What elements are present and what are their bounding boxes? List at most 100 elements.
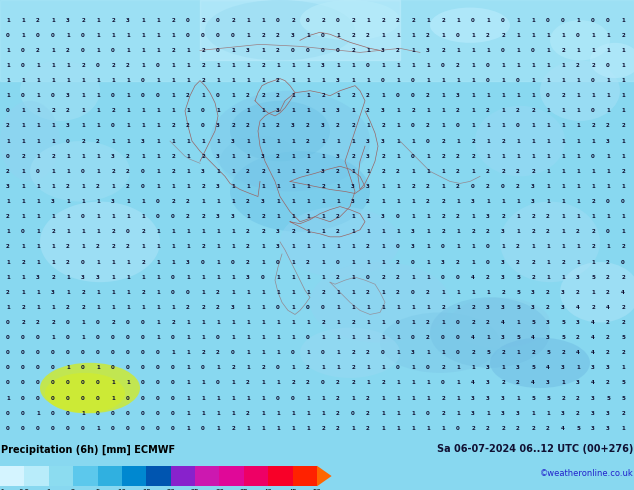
Text: 2: 2 (501, 33, 505, 38)
Text: 3: 3 (291, 123, 295, 128)
Text: 2: 2 (471, 320, 475, 325)
Text: 3: 3 (561, 305, 565, 310)
Text: 2: 2 (561, 93, 565, 98)
Text: 1: 1 (486, 335, 490, 340)
Text: 0: 0 (6, 380, 10, 386)
Text: 1: 1 (156, 290, 160, 295)
Text: 1: 1 (231, 48, 235, 53)
Text: 1: 1 (426, 245, 430, 249)
Text: 2: 2 (621, 305, 625, 310)
Text: 1: 1 (516, 63, 520, 68)
Text: 1: 1 (366, 229, 370, 234)
Text: 1: 1 (411, 366, 415, 370)
Text: 2: 2 (111, 245, 115, 249)
Text: 1: 1 (96, 366, 100, 370)
Text: 1: 1 (186, 380, 190, 386)
Text: 3: 3 (336, 78, 340, 83)
Bar (0, 466, 24, 486)
Text: 1: 1 (561, 184, 565, 189)
Text: 1: 1 (561, 229, 565, 234)
Text: 1: 1 (321, 366, 325, 370)
Text: 0: 0 (396, 214, 400, 219)
Text: 1: 1 (426, 260, 430, 265)
Text: 2: 2 (381, 123, 385, 128)
Text: 2: 2 (366, 108, 370, 113)
Text: 1: 1 (186, 108, 190, 113)
Text: 1: 1 (366, 123, 370, 128)
Ellipse shape (500, 201, 600, 282)
Text: 3: 3 (486, 214, 490, 219)
Text: 0: 0 (186, 290, 190, 295)
Text: 1: 1 (201, 411, 205, 416)
Text: 1: 1 (456, 305, 460, 310)
Text: 0: 0 (51, 366, 55, 370)
Text: 0: 0 (126, 411, 130, 416)
Text: 1: 1 (111, 380, 115, 386)
Text: 1: 1 (201, 229, 205, 234)
Text: 2: 2 (231, 366, 235, 370)
Text: 1: 1 (591, 48, 595, 53)
Text: 0: 0 (36, 169, 40, 174)
Text: 1: 1 (171, 350, 175, 355)
Text: 1: 1 (456, 199, 460, 204)
Text: 3: 3 (561, 411, 565, 416)
Text: 0: 0 (411, 260, 415, 265)
Text: 2: 2 (366, 290, 370, 295)
Ellipse shape (310, 262, 450, 343)
Text: 2: 2 (141, 229, 145, 234)
Text: 4: 4 (606, 305, 610, 310)
Text: 0: 0 (21, 48, 25, 53)
Text: 1: 1 (66, 290, 70, 295)
Text: 4: 4 (576, 350, 580, 355)
Text: 1: 1 (51, 335, 55, 340)
Text: 1: 1 (156, 275, 160, 280)
Text: 1: 1 (411, 63, 415, 68)
Text: 1: 1 (516, 33, 520, 38)
Text: 1: 1 (546, 108, 550, 113)
Text: 1: 1 (126, 260, 130, 265)
Text: 0: 0 (141, 93, 145, 98)
Text: 2: 2 (171, 123, 175, 128)
Text: 3: 3 (546, 380, 550, 386)
Text: 0: 0 (501, 18, 505, 23)
Text: 1: 1 (36, 63, 40, 68)
Text: 1: 1 (351, 426, 355, 431)
Text: 2: 2 (381, 18, 385, 23)
Text: 1: 1 (261, 411, 265, 416)
Text: 1: 1 (381, 290, 385, 295)
Text: 1: 1 (411, 275, 415, 280)
Text: 1: 1 (606, 184, 610, 189)
Text: 3: 3 (351, 199, 355, 204)
Text: 2: 2 (396, 18, 400, 23)
Text: 1: 1 (261, 320, 265, 325)
Text: 3: 3 (276, 245, 280, 249)
Text: 1: 1 (576, 108, 580, 113)
Text: 2: 2 (201, 78, 205, 83)
Text: 1: 1 (201, 290, 205, 295)
Text: 2: 2 (621, 245, 625, 249)
Text: 2: 2 (606, 123, 610, 128)
Text: 2: 2 (531, 275, 535, 280)
Text: 1: 1 (51, 260, 55, 265)
Text: 3: 3 (66, 123, 70, 128)
Text: 1: 1 (276, 275, 280, 280)
Text: 2: 2 (396, 169, 400, 174)
Text: 0: 0 (111, 426, 115, 431)
Text: 2: 2 (606, 335, 610, 340)
Text: 3: 3 (501, 229, 505, 234)
Text: 1: 1 (321, 154, 325, 159)
Text: 2: 2 (351, 33, 355, 38)
Text: 1: 1 (531, 33, 535, 38)
Text: 2: 2 (411, 108, 415, 113)
Text: 1: 1 (336, 63, 340, 68)
Text: 1: 1 (441, 123, 445, 128)
Text: 1: 1 (246, 426, 250, 431)
Text: 1: 1 (621, 139, 625, 144)
Text: 1: 1 (6, 260, 10, 265)
Text: 1: 1 (531, 245, 535, 249)
Text: 1: 1 (6, 63, 10, 68)
Text: 1: 1 (501, 108, 505, 113)
Text: 1: 1 (561, 245, 565, 249)
Text: 2: 2 (171, 18, 175, 23)
Text: 3: 3 (51, 199, 55, 204)
